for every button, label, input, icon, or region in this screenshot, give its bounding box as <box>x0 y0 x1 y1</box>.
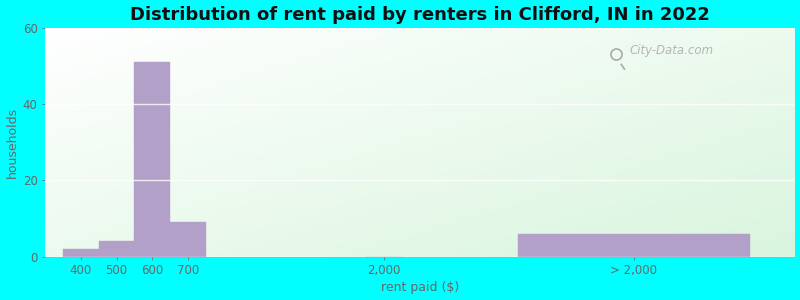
Bar <box>134 62 170 256</box>
Text: City-Data.com: City-Data.com <box>630 44 714 57</box>
Y-axis label: households: households <box>6 107 18 178</box>
Title: Distribution of rent paid by renters in Clifford, IN in 2022: Distribution of rent paid by renters in … <box>130 6 710 24</box>
Bar <box>170 222 206 256</box>
X-axis label: rent paid ($): rent paid ($) <box>381 281 459 294</box>
Bar <box>518 234 750 256</box>
Bar <box>63 249 98 256</box>
Bar <box>98 242 134 256</box>
